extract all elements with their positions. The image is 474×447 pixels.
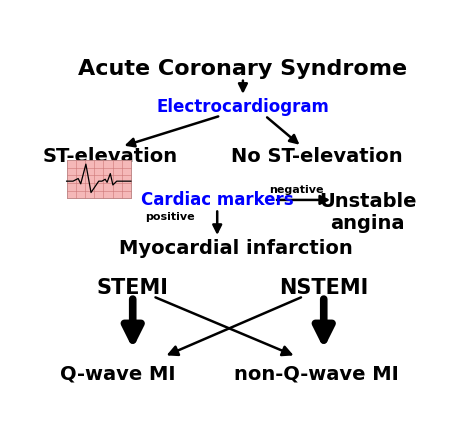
Text: positive: positive <box>145 212 194 222</box>
Text: STEMI: STEMI <box>97 278 169 299</box>
Text: negative: negative <box>269 185 323 195</box>
Text: Cardiac markers: Cardiac markers <box>141 191 293 209</box>
Text: Myocardial infarction: Myocardial infarction <box>118 239 353 257</box>
Text: Q-wave MI: Q-wave MI <box>60 365 176 384</box>
Bar <box>66 160 131 198</box>
Text: No ST-elevation: No ST-elevation <box>230 148 402 166</box>
Text: NSTEMI: NSTEMI <box>279 278 368 299</box>
Text: Acute Coronary Syndrome: Acute Coronary Syndrome <box>78 59 408 79</box>
Text: Unstable
angina: Unstable angina <box>319 192 417 233</box>
Text: Electrocardiogram: Electrocardiogram <box>156 98 329 116</box>
Text: non-Q-wave MI: non-Q-wave MI <box>234 365 399 384</box>
Text: ST-elevation: ST-elevation <box>43 148 178 166</box>
